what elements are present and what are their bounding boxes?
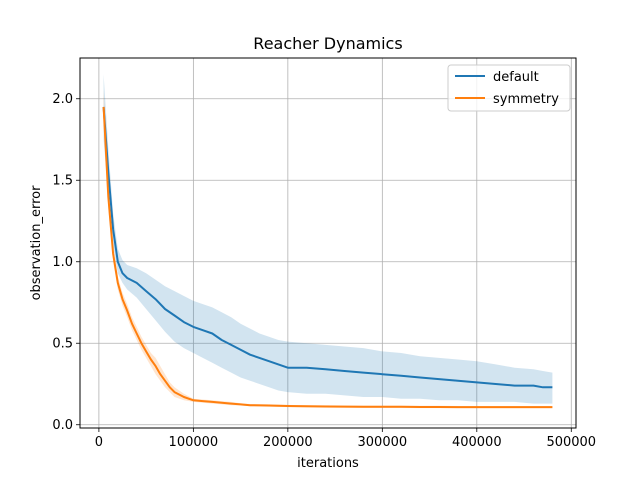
- y-tick-label: 2.0: [52, 92, 73, 107]
- plot-frame: [79, 57, 577, 429]
- x-tick-label: 500000: [546, 435, 596, 450]
- line-default: [102, 106, 553, 389]
- y-tick-label: 0.0: [52, 418, 73, 433]
- chart-title: Reacher Dynamics: [253, 34, 402, 53]
- band-default: [103, 74, 553, 404]
- legend-label-default: default: [493, 70, 539, 85]
- x-tick-label: 200000: [263, 435, 313, 450]
- y-tick-label: 1.0: [52, 255, 73, 270]
- x-tick-label: 300000: [358, 435, 408, 450]
- legend-label-symmetry: symmetry: [493, 92, 559, 107]
- y-tick-label: 0.5: [52, 337, 73, 352]
- x-axis-ticks: 0 100000 200000 300000 400000 500000: [95, 428, 596, 450]
- y-axis-title: observation_error: [29, 185, 44, 301]
- line-symmetry: [102, 106, 553, 409]
- x-tick-label: 0: [95, 435, 103, 450]
- y-axis-ticks: 0.0 0.5 1.0 1.5 2.0: [52, 92, 80, 433]
- x-tick-label: 400000: [452, 435, 502, 450]
- confidence-bands: [103, 74, 553, 409]
- series-lines: [102, 106, 553, 409]
- legend: default symmetry: [447, 64, 571, 112]
- x-tick-label: 100000: [169, 435, 219, 450]
- y-tick-label: 1.5: [52, 174, 73, 189]
- x-axis-title: iterations: [297, 456, 359, 471]
